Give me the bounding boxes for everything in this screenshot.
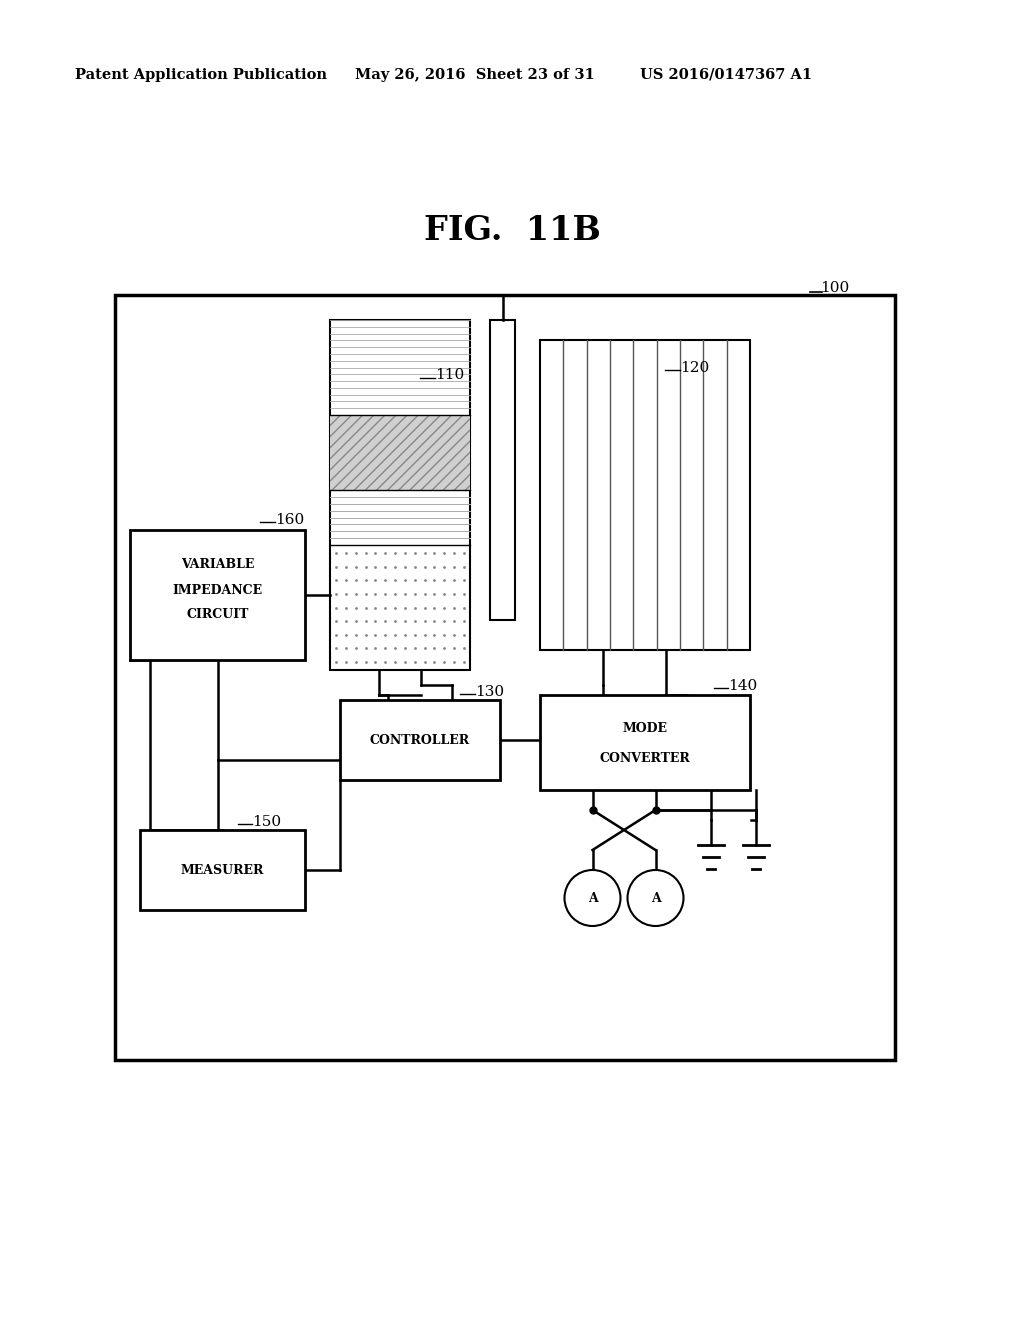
Text: CONVERTER: CONVERTER <box>600 751 690 764</box>
Text: 150: 150 <box>252 814 282 829</box>
Text: May 26, 2016  Sheet 23 of 31: May 26, 2016 Sheet 23 of 31 <box>355 69 595 82</box>
Text: 130: 130 <box>475 685 504 700</box>
Circle shape <box>564 870 621 927</box>
Text: A: A <box>650 891 660 904</box>
Text: 160: 160 <box>275 513 304 527</box>
Circle shape <box>628 870 683 927</box>
Text: FIG.  11B: FIG. 11B <box>424 214 600 247</box>
Text: 110: 110 <box>435 368 464 381</box>
Text: CONTROLLER: CONTROLLER <box>370 734 470 747</box>
Text: IMPEDANCE: IMPEDANCE <box>172 583 262 597</box>
Bar <box>130 531 305 660</box>
Text: 140: 140 <box>728 678 758 693</box>
Text: MEASURER: MEASURER <box>181 863 264 876</box>
Text: Patent Application Publication: Patent Application Publication <box>75 69 327 82</box>
Bar <box>140 830 305 909</box>
Text: 100: 100 <box>820 281 849 294</box>
Bar <box>115 294 895 1060</box>
Text: CIRCUIT: CIRCUIT <box>186 609 249 622</box>
Bar <box>330 319 470 671</box>
Bar <box>490 319 515 620</box>
Bar <box>340 700 500 780</box>
Bar <box>540 341 750 649</box>
Text: VARIABLE: VARIABLE <box>181 558 254 572</box>
Text: US 2016/0147367 A1: US 2016/0147367 A1 <box>640 69 812 82</box>
Bar <box>330 414 470 490</box>
Bar <box>540 696 750 789</box>
Text: A: A <box>588 891 597 904</box>
Text: 120: 120 <box>680 360 710 375</box>
Text: MODE: MODE <box>623 722 668 734</box>
